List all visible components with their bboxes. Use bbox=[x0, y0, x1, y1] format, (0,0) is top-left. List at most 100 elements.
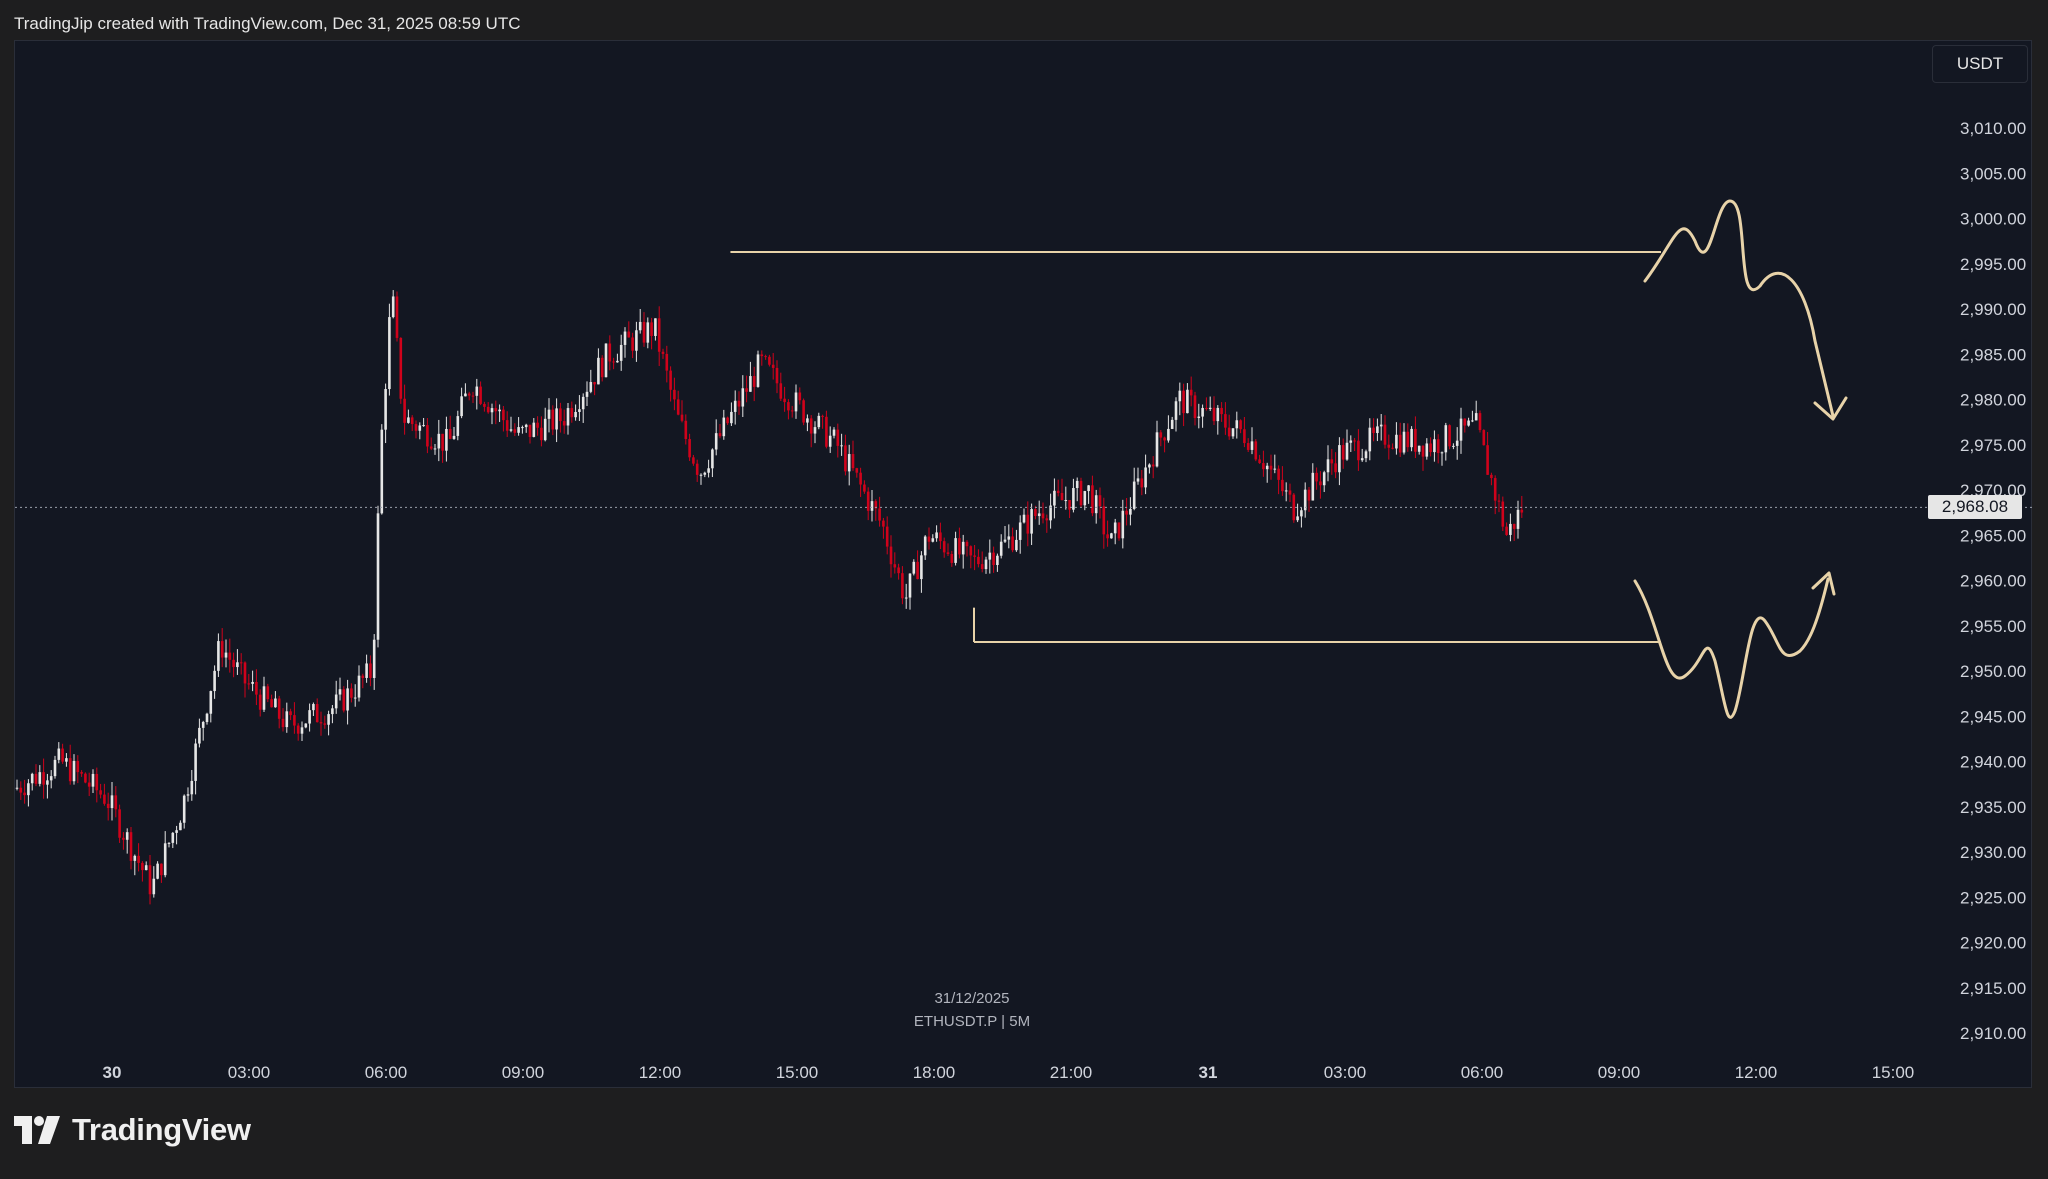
candle-body bbox=[475, 386, 479, 396]
candle-body bbox=[836, 429, 840, 446]
candle-body bbox=[623, 331, 627, 345]
candle-body bbox=[524, 424, 528, 428]
chart-panel[interactable]: 3,010.00 3,005.00 3,000.00 2,995.00 2,990.00… bbox=[14, 40, 2033, 1089]
candle-body bbox=[266, 686, 270, 700]
candle-body bbox=[426, 425, 429, 447]
candle-body bbox=[771, 364, 775, 368]
time-tick-label: 31 bbox=[1199, 1063, 1218, 1082]
candle-body bbox=[585, 391, 589, 397]
candlestick-chart[interactable]: 3,010.00 3,005.00 3,000.00 2,995.00 2,990.00… bbox=[15, 41, 2033, 1089]
candle-body bbox=[1406, 431, 1410, 448]
candle-body bbox=[1440, 452, 1444, 454]
candle-body bbox=[350, 688, 353, 698]
date-label: 31/12/2025 bbox=[934, 990, 1009, 1007]
brand-logo[interactable]: TradingView bbox=[14, 1112, 251, 1148]
candle-body bbox=[692, 457, 695, 464]
candle-body bbox=[802, 400, 805, 423]
candle-body bbox=[372, 639, 376, 678]
candle-body bbox=[1003, 539, 1007, 542]
price-tick-label: 2,930.00 bbox=[1960, 843, 2026, 862]
candle-body bbox=[1227, 427, 1231, 437]
candle-body bbox=[733, 400, 737, 412]
candle-body bbox=[1201, 407, 1204, 417]
candle-body bbox=[61, 748, 64, 762]
candle-body bbox=[1269, 465, 1273, 470]
candle-body bbox=[954, 538, 957, 563]
candle-body bbox=[1083, 491, 1087, 506]
candle-body bbox=[600, 357, 604, 378]
candle-body bbox=[270, 699, 273, 708]
candle-body bbox=[920, 555, 923, 580]
candle-body bbox=[1300, 510, 1303, 517]
candle-body bbox=[1121, 510, 1125, 539]
candle-body bbox=[1148, 464, 1151, 468]
candle-body bbox=[680, 414, 684, 421]
candle-body bbox=[1189, 389, 1193, 396]
candle-body bbox=[1007, 536, 1011, 540]
candle-body bbox=[950, 553, 954, 563]
price-tick-label: 3,000.00 bbox=[1960, 210, 2026, 229]
candle-body bbox=[1338, 445, 1341, 473]
candle-body bbox=[217, 641, 220, 671]
candle-body bbox=[695, 463, 699, 475]
candle-body bbox=[866, 491, 870, 511]
candle-body bbox=[1056, 490, 1060, 493]
candle-body bbox=[410, 417, 414, 425]
candle-body bbox=[76, 760, 80, 773]
candle-body bbox=[247, 683, 251, 685]
candle-body bbox=[1303, 489, 1307, 511]
candle-body bbox=[589, 382, 593, 392]
candle-body bbox=[376, 513, 380, 640]
candle-body bbox=[1060, 492, 1064, 501]
time-tick-label: 12:00 bbox=[639, 1063, 682, 1082]
candle-body bbox=[1239, 420, 1242, 430]
candle-body bbox=[148, 865, 152, 895]
candle-body bbox=[312, 704, 315, 711]
brand-name: TradingView bbox=[72, 1112, 251, 1147]
candle-body bbox=[403, 398, 406, 423]
candle-body bbox=[863, 484, 866, 492]
candle-body bbox=[1482, 430, 1486, 446]
candle-body bbox=[106, 803, 110, 809]
candle-body bbox=[794, 392, 798, 412]
candle-body bbox=[832, 429, 836, 436]
time-tick-label: 06:00 bbox=[1461, 1063, 1504, 1082]
price-tick-label: 3,010.00 bbox=[1960, 119, 2026, 138]
candle-body bbox=[973, 555, 976, 557]
candle-body bbox=[19, 787, 23, 793]
currency-unit-button[interactable]: USDT bbox=[1932, 45, 2028, 83]
candle-body bbox=[133, 855, 137, 861]
bearish-projection-path[interactable] bbox=[1643, 199, 1835, 418]
candle-body bbox=[1474, 413, 1478, 421]
bullish-projection-path[interactable] bbox=[1633, 577, 1830, 719]
candle-body bbox=[1368, 427, 1372, 452]
candle-body bbox=[437, 433, 441, 449]
candle-body bbox=[84, 773, 87, 783]
price-tick-label: 2,915.00 bbox=[1960, 979, 2026, 998]
candle-body bbox=[1311, 472, 1315, 501]
candle-body bbox=[152, 878, 156, 895]
candle-body bbox=[1235, 420, 1239, 429]
candle-body bbox=[258, 694, 262, 710]
candle-body bbox=[897, 567, 900, 574]
candle-body bbox=[1452, 445, 1455, 447]
candle-body bbox=[1208, 407, 1212, 410]
candle-body bbox=[635, 330, 638, 351]
candle-body bbox=[654, 318, 657, 336]
candle-body bbox=[1467, 420, 1470, 426]
candle-body bbox=[730, 411, 733, 424]
candle-body bbox=[1284, 490, 1288, 492]
candle-body bbox=[315, 704, 319, 723]
candle-body bbox=[1341, 445, 1345, 460]
candle-body bbox=[1326, 459, 1330, 473]
candle-body bbox=[1444, 425, 1448, 453]
candle-body bbox=[597, 357, 600, 385]
candle-body bbox=[456, 416, 460, 436]
candle-body bbox=[42, 772, 45, 785]
candle-body bbox=[198, 727, 201, 744]
candle-body bbox=[1167, 428, 1170, 441]
candle-body bbox=[992, 552, 995, 566]
candle-body bbox=[182, 795, 186, 823]
candle-body bbox=[627, 331, 631, 338]
candle-body bbox=[1205, 407, 1208, 410]
